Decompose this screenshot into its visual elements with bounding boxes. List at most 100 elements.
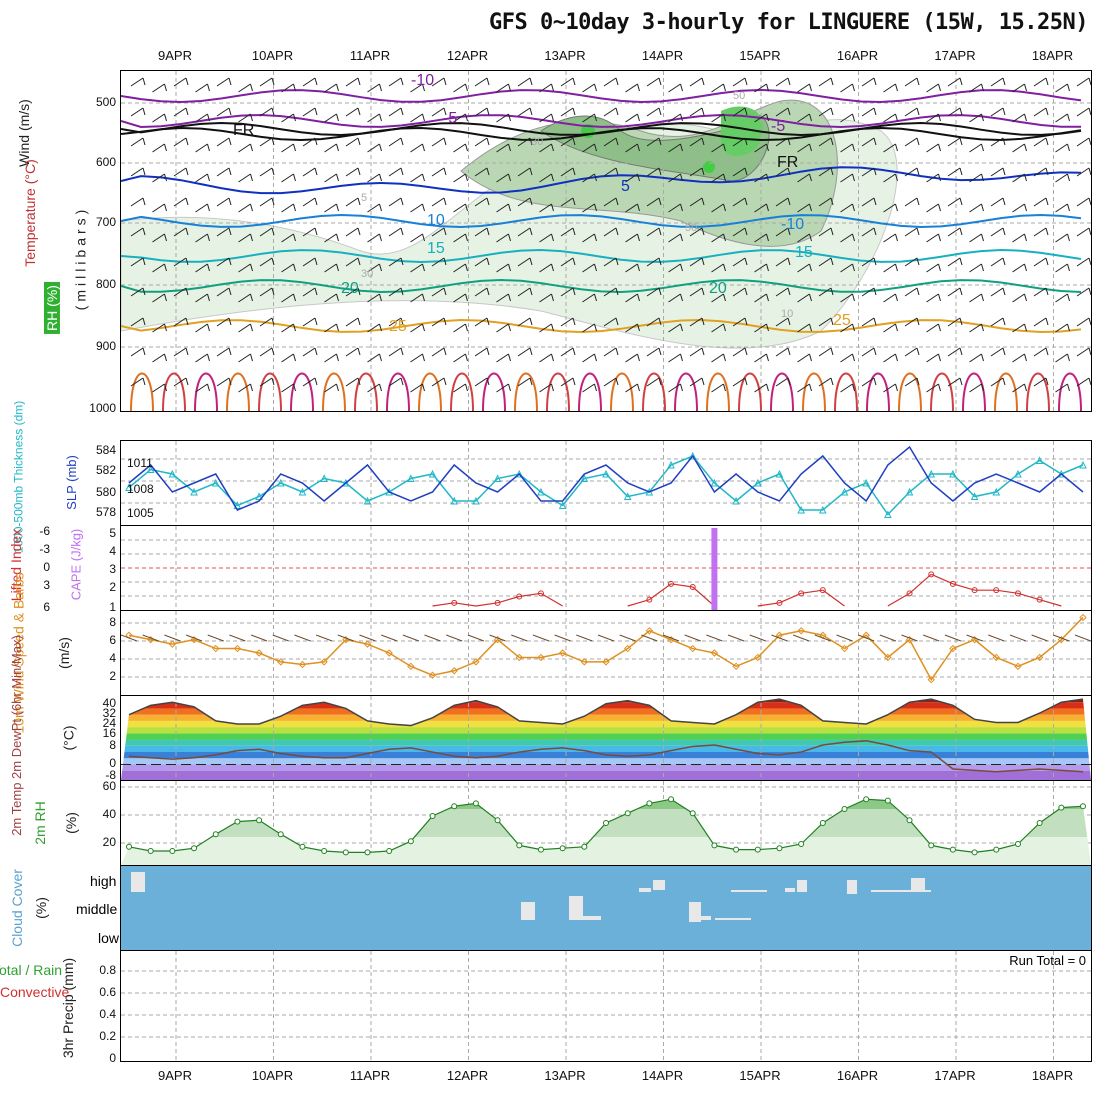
wind-barb (443, 167, 447, 176)
wind10-barb (229, 634, 246, 642)
thickness-point (472, 496, 480, 505)
wind-barb (560, 197, 574, 207)
wind-barb (873, 107, 877, 116)
wind-barb (173, 197, 187, 207)
wind-barb (582, 383, 595, 393)
wind-barb (895, 383, 898, 392)
wind-barb (916, 137, 920, 146)
wind-barb (431, 107, 445, 117)
wind-barb (250, 203, 253, 212)
wind-barb (345, 347, 359, 357)
wind-barb (345, 317, 359, 327)
wind-barb (529, 287, 533, 296)
lifted-index-segment (475, 602, 498, 607)
wind-barb (1033, 287, 1047, 297)
wind-barb (594, 293, 597, 302)
wind-barb (539, 113, 552, 123)
tick-label: 8 (109, 738, 116, 752)
wind-barb (603, 287, 617, 297)
wind-barb (293, 113, 296, 122)
wind-barb (594, 233, 597, 242)
wind-barb (668, 233, 681, 243)
wind-barb (259, 347, 273, 357)
wind-barb (938, 203, 941, 212)
wind-barb (259, 317, 273, 327)
wind-barb (400, 257, 404, 266)
temp-lobe (610, 372, 634, 411)
rh-point (321, 848, 328, 854)
wind-barb (281, 263, 294, 273)
wind-barb (582, 83, 595, 93)
wind-barb (572, 197, 576, 206)
wind-barb (861, 227, 875, 237)
wind-barb (357, 377, 361, 386)
temp-lobe (578, 372, 602, 411)
wind-barb (517, 377, 531, 387)
temp-lobe (770, 372, 794, 411)
wind-barb (388, 167, 402, 177)
rh-point (147, 848, 154, 854)
wind-barb (228, 107, 232, 116)
wind-barb (969, 293, 982, 303)
wind-barb (216, 377, 230, 387)
wind-barb (207, 113, 210, 122)
wind-barb (582, 293, 595, 303)
cloud-bar (131, 872, 145, 892)
wind-barb (259, 77, 273, 87)
wind-barb (603, 227, 617, 237)
wind-barb (314, 377, 318, 386)
wind-barb (603, 377, 617, 387)
wind-barb (1045, 317, 1049, 326)
wind10-point (927, 675, 935, 684)
wind-barb (1076, 227, 1090, 237)
wind-barb (529, 167, 533, 176)
thickness-point (363, 496, 372, 505)
wind-barb (744, 317, 748, 326)
wind-barb (1045, 257, 1049, 266)
rh-point (516, 842, 523, 849)
thickness-point (320, 474, 328, 482)
rh-point (798, 841, 805, 847)
wind-barb (701, 347, 705, 356)
wind-barb (336, 113, 339, 122)
wind-barb (185, 197, 189, 206)
wind10-point (797, 627, 805, 635)
wind-barb (496, 173, 509, 183)
wind-barb (173, 167, 187, 177)
wind-barb (895, 143, 898, 152)
wind-barb (895, 173, 898, 182)
wind-barb (947, 287, 961, 297)
wind-barb (410, 143, 423, 153)
upper-label-rh: RH (%) (43, 282, 60, 334)
rh-point (603, 820, 609, 826)
wind-barb (142, 137, 146, 146)
wind-barb (603, 257, 617, 267)
wind-barb (195, 383, 208, 393)
wind-barb (1055, 143, 1068, 153)
wind-barb (787, 347, 791, 356)
wind10-barb (901, 634, 918, 642)
wind-barb (517, 257, 531, 267)
thickness-point (905, 487, 914, 496)
wind-barb (443, 77, 447, 86)
wind-barb (496, 83, 509, 93)
tick-label: 584 (96, 443, 116, 457)
wind-barb (422, 233, 425, 242)
lifted-index-point (798, 590, 805, 597)
wind-barb (711, 323, 724, 333)
cloud-bar (847, 880, 857, 894)
wind-barb (947, 377, 961, 387)
wind-barb (1076, 107, 1090, 117)
wind-barb (861, 257, 875, 267)
thickness-point (233, 501, 242, 509)
contour-label: -5 (771, 118, 785, 135)
temp-lobe (290, 372, 314, 411)
wind-barb (1002, 77, 1006, 86)
wind-barb (744, 347, 748, 356)
thickness-point (623, 492, 632, 500)
wind-barb (164, 293, 167, 302)
wind-barb (1055, 233, 1068, 243)
temp-band (121, 708, 1091, 715)
wind-barb (431, 287, 445, 297)
wind-barb (1012, 323, 1025, 333)
